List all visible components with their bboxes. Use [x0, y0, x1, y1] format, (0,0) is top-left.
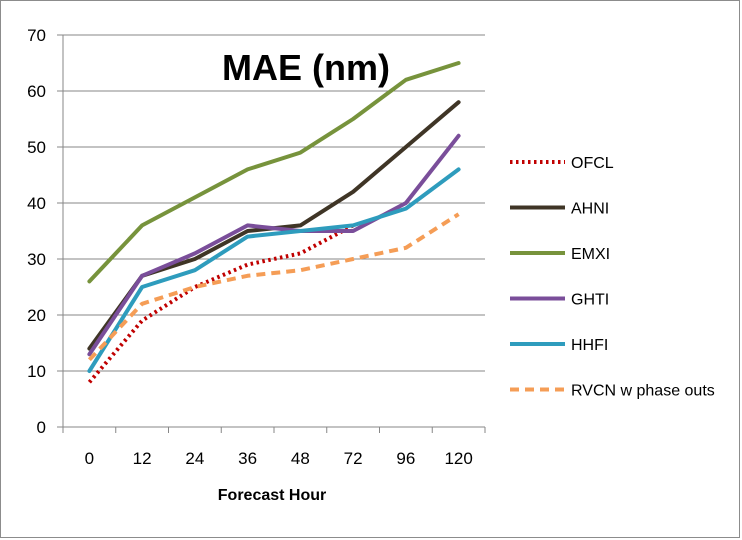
x-tick-label: 120	[444, 449, 472, 468]
y-tick-label: 50	[27, 138, 46, 157]
x-tick-label: 12	[133, 449, 152, 468]
x-tick-label: 0	[85, 449, 94, 468]
series-line-ofcl	[87, 223, 355, 384]
legend-label: AHNI	[571, 201, 609, 218]
y-tick-label: 60	[27, 82, 46, 101]
y-tick-label: 30	[27, 250, 46, 269]
legend-label: GHTI	[571, 292, 609, 309]
y-tick-label: 20	[27, 306, 46, 325]
series-layer	[87, 61, 461, 384]
x-tick-label: 24	[185, 449, 204, 468]
y-tick-label: 40	[27, 194, 46, 213]
y-tick-label: 70	[27, 26, 46, 45]
y-tick-label: 0	[37, 418, 46, 437]
x-tick-label: 72	[344, 449, 363, 468]
legend: OFCL AHNI EMXI GHTI HHFI RVCN w phase outs	[510, 155, 715, 400]
series-line-emxi	[87, 61, 461, 284]
series-line-rvcn-w-phase-outs	[87, 212, 460, 362]
series-line-ghti	[87, 133, 461, 357]
legend-label: EMXI	[571, 246, 610, 263]
axis-layer: 0 10 20 30 40 50 60 70 0 12 24 36 48 72 96 120	[27, 26, 486, 468]
x-tick-label: 96	[396, 449, 415, 468]
legend-label: RVCN w phase outs	[571, 383, 715, 400]
legend-label: HHFI	[571, 337, 608, 354]
series-line-hhfi	[87, 167, 461, 373]
x-tick-label: 36	[238, 449, 257, 468]
chart-title: MAE (nm)	[222, 47, 390, 88]
y-tick-label: 10	[27, 362, 46, 381]
legend-label: OFCL	[571, 155, 614, 172]
x-tick-label: 48	[291, 449, 310, 468]
x-axis-title: Forecast Hour	[218, 487, 326, 504]
